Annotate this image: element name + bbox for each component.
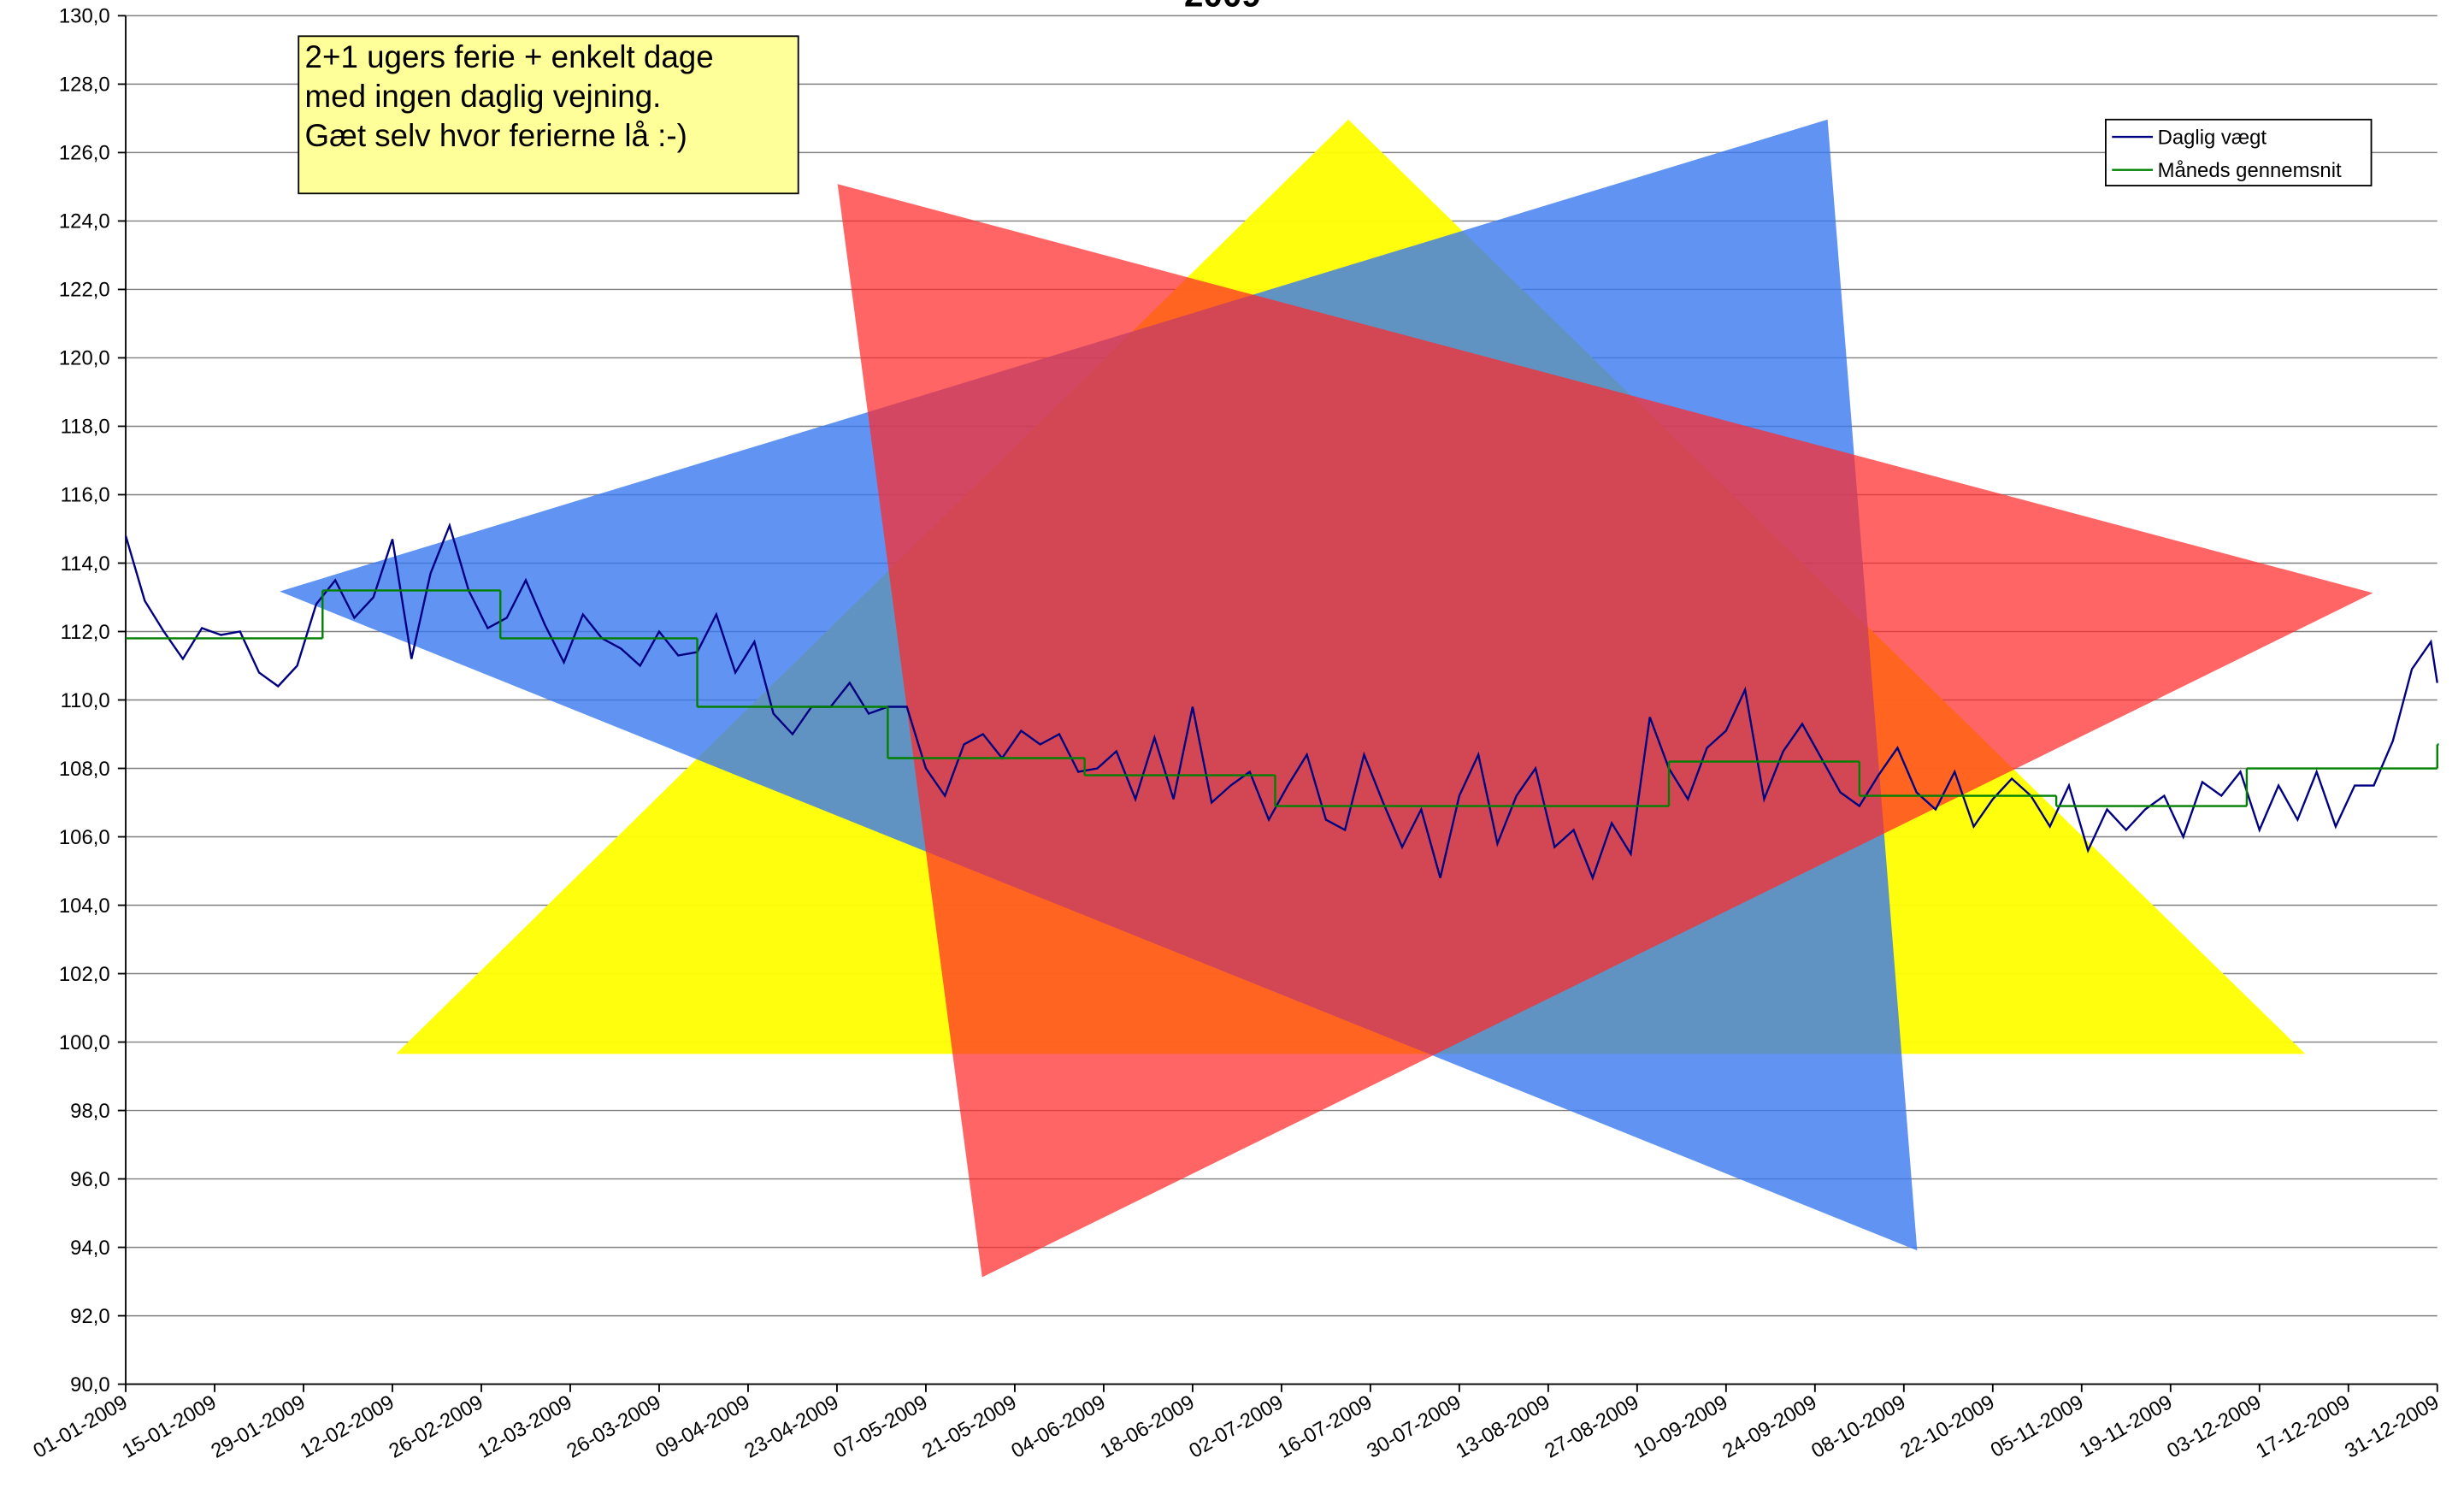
y-tick-label: 96,0 <box>70 1168 109 1191</box>
annotation: 2+1 ugers ferie + enkelt dage med ingen … <box>298 35 799 195</box>
daily-line <box>124 522 2438 881</box>
legend-label: Daglig vægt <box>2158 126 2267 149</box>
annotation-line: Gæt selv hvor ferierne lå :-) <box>305 118 687 153</box>
y-tick-label: 114,0 <box>61 552 110 576</box>
decoration <box>280 119 2373 1278</box>
y-tick-label: 130,0 <box>59 5 110 28</box>
y-tick-label: 116,0 <box>61 484 110 507</box>
y-tick-label: 128,0 <box>59 74 110 97</box>
y-tick-label: 122,0 <box>59 279 110 302</box>
y-tick-label: 108,0 <box>59 758 110 781</box>
y-tick-label: 94,0 <box>70 1237 109 1260</box>
red-triangle <box>837 184 2373 1278</box>
legend-box <box>2105 118 2373 186</box>
annotation-box <box>298 35 799 195</box>
y-tick-label: 110,0 <box>61 689 110 712</box>
y-tick-label: 104,0 <box>59 895 110 918</box>
y-tick-label: 126,0 <box>59 142 110 165</box>
y-tick-label: 102,0 <box>59 963 110 986</box>
y-tick-label: 124,0 <box>59 210 110 233</box>
y-tick-label: 106,0 <box>59 826 110 849</box>
y-tick-label: 98,0 <box>70 1100 109 1123</box>
annotation-line: 2+1 ugers ferie + enkelt dage <box>305 39 714 74</box>
y-tick-label: 120,0 <box>59 347 110 370</box>
y-tick-label: 92,0 <box>70 1305 109 1328</box>
y-tick-label: 118,0 <box>61 416 110 439</box>
y-tick-label: 112,0 <box>61 621 110 644</box>
plot <box>124 522 2439 881</box>
y-tick-label: 90,0 <box>70 1373 109 1396</box>
legend: Daglig vægt Måneds gennemsnit <box>2105 118 2373 186</box>
chart-title: 2009 <box>1184 0 1261 14</box>
annotation-line: med ingen daglig vejning. <box>305 79 662 114</box>
legend-label: Måneds gennemsnit <box>2158 159 2342 182</box>
y-tick-label: 100,0 <box>59 1031 110 1054</box>
